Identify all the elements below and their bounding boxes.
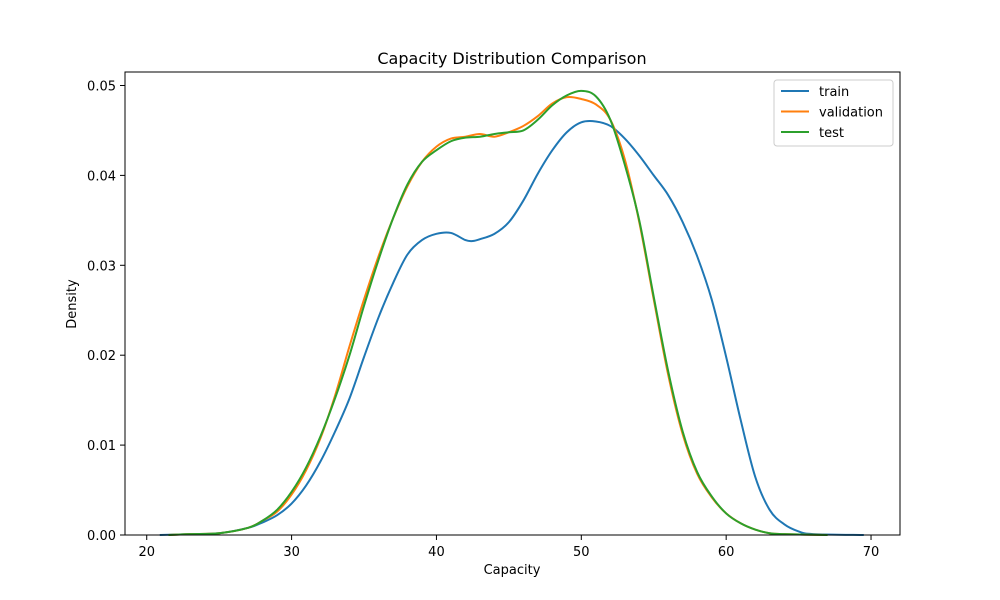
series-line-test [168, 89, 828, 536]
x-axis-title: Capacity [484, 563, 541, 578]
x-tick-label: 60 [718, 545, 735, 560]
legend-label-validation: validation [819, 106, 883, 121]
plot-frame [124, 71, 901, 536]
x-tick-label: 70 [863, 545, 880, 560]
chart-title: Capacity Distribution Comparison [377, 49, 646, 68]
x-tick-label: 20 [138, 545, 155, 560]
y-axis-title: Density [65, 279, 80, 329]
y-tick-label: 0.02 [87, 349, 116, 364]
y-tick-label: 0.01 [87, 439, 116, 454]
axes: 20 30 40 50 60 70 0.00 0.01 0.02 0.03 0.04 0.05 [87, 71, 901, 560]
plot-lines [159, 89, 864, 536]
legend: train validation test [773, 79, 894, 147]
legend-box [773, 79, 894, 147]
y-tick-label: 0.03 [87, 259, 116, 274]
x-tick-label: 40 [428, 545, 445, 560]
y-tick-label: 0.05 [87, 79, 116, 94]
x-tick-label: 30 [283, 545, 300, 560]
x-tick-label: 50 [573, 545, 590, 560]
legend-label-train: train [819, 85, 849, 100]
series-line-train [159, 119, 864, 536]
y-tick-label: 0.00 [87, 529, 116, 544]
legend-label-test: test [819, 126, 844, 141]
y-tick-label: 0.04 [87, 169, 116, 184]
series-line-validation [168, 95, 828, 536]
